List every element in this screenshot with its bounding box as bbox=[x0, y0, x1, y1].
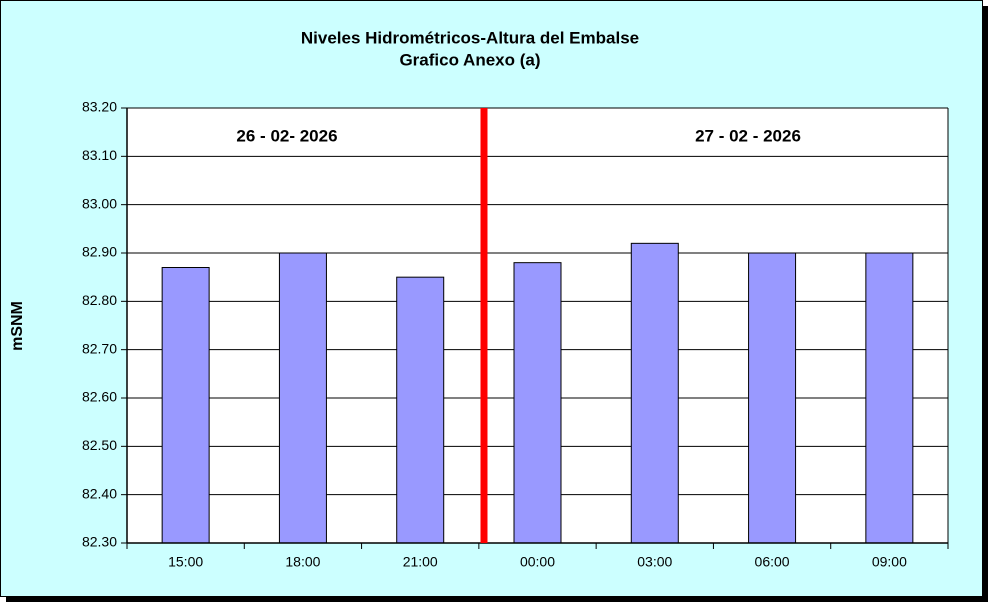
y-tick-label: 83.20 bbox=[82, 99, 117, 115]
x-tick-label: 18:00 bbox=[285, 554, 320, 570]
x-tick-label: 03:00 bbox=[637, 554, 672, 570]
y-tick-label: 82.80 bbox=[82, 292, 117, 308]
annotation: 27 - 02 - 2026 bbox=[695, 126, 801, 145]
x-tick-label: 06:00 bbox=[755, 554, 790, 570]
y-tick-label: 82.50 bbox=[82, 437, 117, 453]
x-tick-label: 00:00 bbox=[520, 554, 555, 570]
y-tick-label: 82.60 bbox=[82, 389, 117, 405]
y-axis-label: mSNM bbox=[9, 301, 26, 351]
bar bbox=[865, 252, 914, 544]
chart-subtitle: Grafico Anexo (a) bbox=[399, 50, 540, 69]
y-tick-label: 83.10 bbox=[82, 147, 117, 163]
y-tick-label: 82.90 bbox=[82, 244, 117, 260]
y-tick-label: 83.00 bbox=[82, 195, 117, 211]
bar bbox=[278, 252, 327, 544]
y-tick-label: 82.40 bbox=[82, 485, 117, 501]
bar bbox=[513, 262, 562, 544]
bar bbox=[748, 252, 797, 544]
y-tick-label: 82.70 bbox=[82, 340, 117, 356]
bar bbox=[630, 242, 679, 544]
x-tick-label: 15:00 bbox=[168, 554, 203, 570]
bars bbox=[161, 242, 914, 544]
x-tick-label: 09:00 bbox=[872, 554, 907, 570]
chart-title: Niveles Hidrométricos-Altura del Embalse bbox=[301, 28, 639, 47]
annotation: 26 - 02- 2026 bbox=[236, 126, 337, 145]
y-tick-label: 82.30 bbox=[82, 534, 117, 550]
bar bbox=[396, 276, 445, 544]
bar bbox=[161, 267, 210, 544]
x-tick-label: 21:00 bbox=[403, 554, 438, 570]
